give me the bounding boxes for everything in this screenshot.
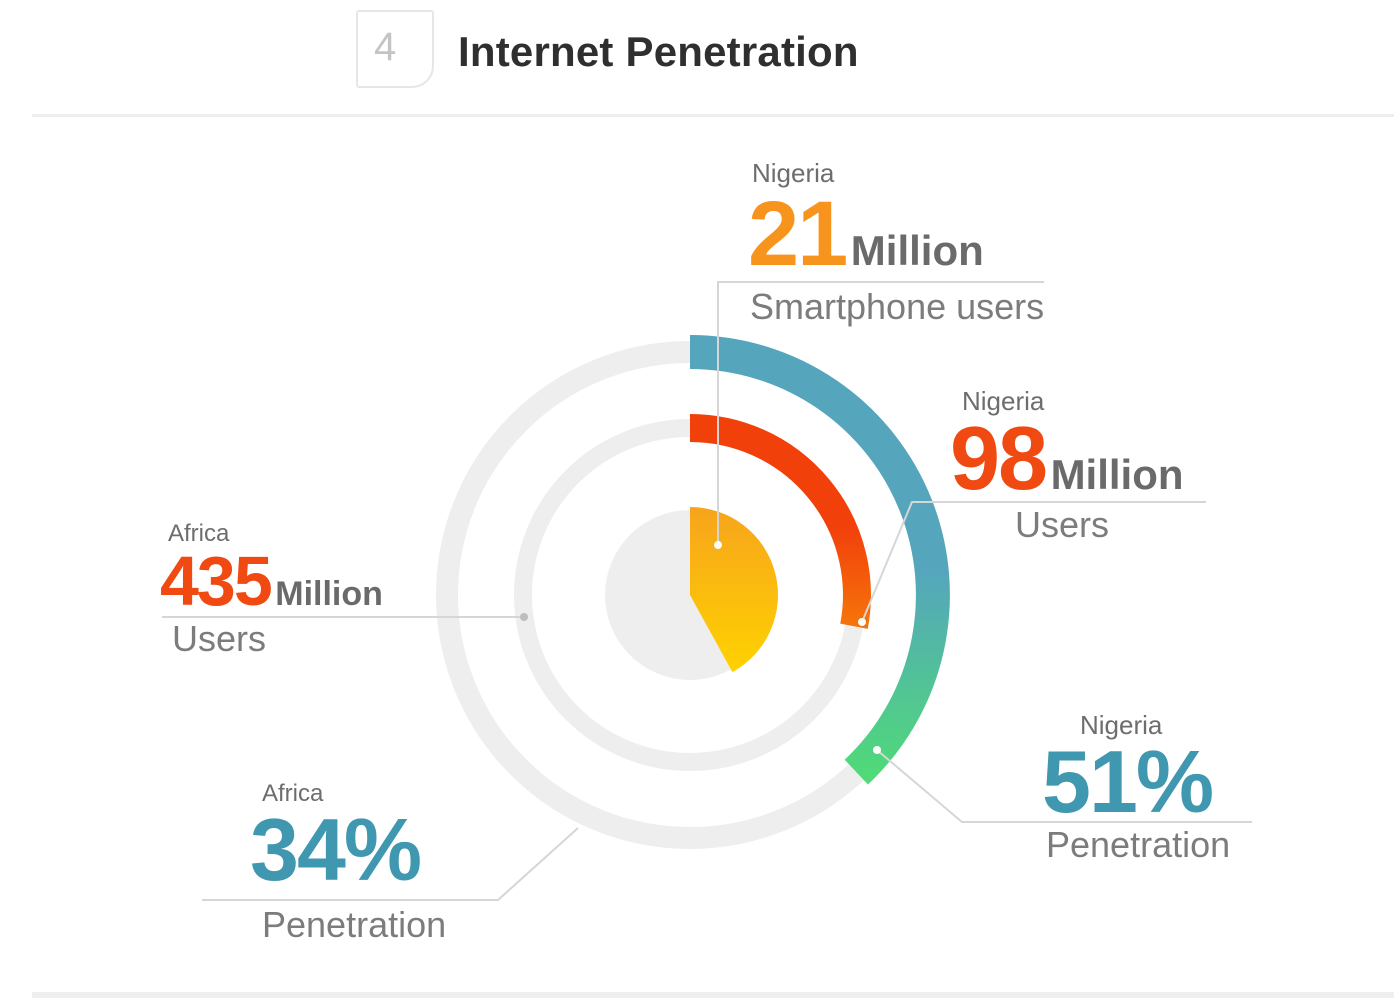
leader-nigeria-users: [861, 501, 1206, 623]
nigeria-users-unit: Million: [1050, 451, 1184, 498]
africa-users-region: Africa: [168, 520, 230, 547]
leader-dot-nigeria-users: [858, 618, 866, 626]
nigeria-smartphone-value-group: 21 Million: [748, 188, 984, 280]
inner-disc-sector: [690, 507, 778, 673]
leader-dot-nigeria-penetration: [873, 746, 881, 754]
nigeria-smartphone-region: Nigeria: [752, 158, 835, 188]
leader-nigeria-penetration: [876, 749, 1252, 823]
africa-users-label: Users: [172, 618, 267, 659]
nigeria-penetration-label: Penetration: [1046, 824, 1231, 865]
africa-users-value-group: 435 Million: [160, 546, 383, 616]
nigeria-smartphone-value: 21: [748, 183, 848, 285]
africa-users-unit: Million: [275, 575, 383, 613]
nigeria-users-label: Users: [1015, 504, 1110, 545]
outer-ring-arc: [689, 335, 950, 785]
header-divider: [32, 114, 1394, 117]
africa-penetration-region: Africa: [262, 780, 324, 807]
nigeria-penetration-region: Nigeria: [1080, 710, 1163, 740]
africa-penetration-value: 34%: [250, 800, 422, 899]
nigeria-penetration-value: 51%: [1042, 732, 1214, 831]
nigeria-smartphone-unit: Million: [850, 227, 984, 274]
middle-ring-arc: [689, 414, 871, 629]
africa-penetration-label: Penetration: [262, 904, 447, 945]
leader-dot-africa-users: [520, 613, 528, 621]
page-title: Internet Penetration: [458, 28, 859, 75]
leader-africa-penetration: [202, 827, 579, 901]
africa-users-value: 435: [160, 542, 273, 620]
nigeria-users-value: 98: [950, 409, 1048, 509]
leader-dot-smartphone: [714, 541, 722, 549]
nigeria-smartphone-label: Smartphone users: [750, 286, 1045, 327]
footer-divider: [32, 992, 1394, 998]
leader-smartphone: [717, 281, 1044, 545]
header: 4 Internet Penetration: [0, 0, 1400, 118]
nigeria-users-region: Nigeria: [962, 386, 1045, 416]
nigeria-users-value-group: 98 Million: [950, 414, 1184, 504]
step-number-badge: 4: [356, 10, 434, 88]
